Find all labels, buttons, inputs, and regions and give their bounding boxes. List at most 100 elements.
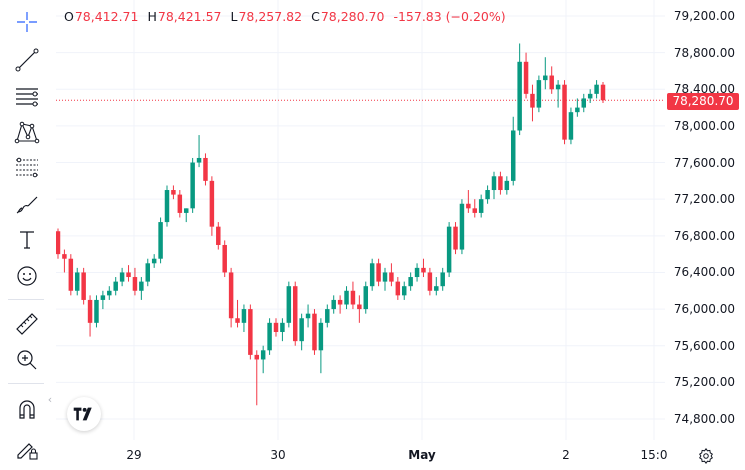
candle-body (466, 203, 471, 209)
candle-body (498, 176, 503, 191)
candle (222, 240, 227, 278)
ruler-icon[interactable] (8, 308, 46, 340)
candle-body (408, 277, 413, 287)
candle-body (260, 350, 266, 360)
candle-body (325, 309, 330, 323)
candle-body (344, 290, 349, 305)
candle (466, 190, 471, 213)
horizontal-lines-icon[interactable] (8, 80, 46, 112)
lock-draw-icon[interactable] (8, 432, 46, 464)
candle (151, 254, 157, 268)
candle-body (594, 84, 599, 94)
candle-body (555, 84, 561, 90)
candle (164, 185, 170, 227)
time-label: 2 (562, 448, 570, 462)
candle (587, 89, 593, 104)
candle-body (248, 309, 253, 355)
candle (376, 258, 381, 287)
crosshair-icon[interactable] (8, 6, 46, 38)
candle (273, 318, 279, 337)
candle (568, 107, 574, 145)
candle (421, 258, 426, 278)
candle-body (530, 93, 535, 108)
candle (472, 199, 478, 218)
candle (555, 80, 561, 108)
candle (254, 350, 260, 406)
candle (459, 199, 465, 255)
candle-body (478, 199, 484, 213)
trend-line-icon[interactable] (8, 44, 46, 76)
candle (536, 75, 542, 113)
candle (286, 281, 292, 328)
candle-body (113, 281, 118, 291)
candle-body (568, 112, 574, 140)
candle-body (472, 208, 478, 213)
price-label: 75,200.00 (673, 375, 735, 390)
candle (260, 345, 266, 374)
candle (177, 190, 183, 218)
candle-body (517, 61, 522, 131)
candle (543, 57, 548, 90)
price-axis[interactable]: 79,200.00 78,800.00 78,400.00 78,000.00 77,6… (665, 0, 745, 440)
candle-body (254, 354, 260, 360)
emoji-icon[interactable] (8, 260, 46, 292)
candle (292, 281, 298, 346)
candle (549, 66, 554, 94)
price-label: 78,000.00 (673, 118, 735, 133)
candle (209, 176, 215, 236)
candle (183, 208, 189, 223)
candle-body (382, 272, 388, 282)
candle-body (600, 84, 606, 101)
candle (523, 52, 529, 99)
zoom-in-icon[interactable] (8, 344, 46, 376)
candle (382, 267, 388, 291)
candle (145, 258, 151, 287)
ohlc-legend: O 78,412.71 H 78,421.57 L 78,257.82 C 78,280… (64, 9, 506, 24)
time-label: May (408, 448, 436, 462)
candle-body (209, 180, 215, 227)
toolbar-divider (8, 299, 44, 300)
price-label: 75,600.00 (673, 338, 735, 353)
candle-body (126, 272, 131, 278)
candle (478, 194, 484, 218)
candle-body (56, 231, 61, 255)
candle (241, 304, 247, 332)
candlestick-chart[interactable] (56, 0, 665, 440)
candle-body (280, 322, 285, 332)
candle-body (331, 299, 336, 310)
brush-icon[interactable] (8, 188, 46, 220)
settings-gear-icon[interactable] (694, 444, 718, 468)
candle-body (363, 286, 369, 310)
candle (485, 185, 490, 204)
candle-body (74, 272, 80, 291)
time-axis[interactable]: 29 30 May 2 15:0 (56, 440, 667, 470)
magnet-icon[interactable] (8, 394, 46, 426)
candle (119, 267, 125, 287)
candle (491, 171, 497, 200)
candle (504, 176, 510, 195)
high-key: H (147, 9, 157, 24)
candle-body (440, 272, 445, 287)
candle-body (337, 299, 343, 305)
candle (408, 272, 413, 291)
candle (337, 295, 343, 314)
chart-pane[interactable] (56, 0, 665, 440)
candle-body (575, 107, 580, 113)
candle-body (145, 263, 151, 282)
candle (280, 318, 285, 342)
fib-icon[interactable] (8, 152, 46, 184)
candle (235, 299, 240, 328)
collapse-toolbar-icon[interactable]: ‹ (47, 392, 53, 406)
candle-body (177, 194, 183, 213)
tradingview-logo[interactable] (67, 397, 101, 431)
price-label: 77,200.00 (673, 192, 735, 207)
candle (414, 263, 420, 282)
candle-body (164, 190, 170, 223)
price-label: 77,600.00 (673, 155, 735, 170)
candle-body (587, 93, 593, 99)
text-icon[interactable] (8, 224, 46, 256)
candle (369, 258, 375, 291)
pattern-icon[interactable] (8, 116, 46, 148)
candle (94, 295, 99, 328)
candle-body (87, 299, 93, 323)
